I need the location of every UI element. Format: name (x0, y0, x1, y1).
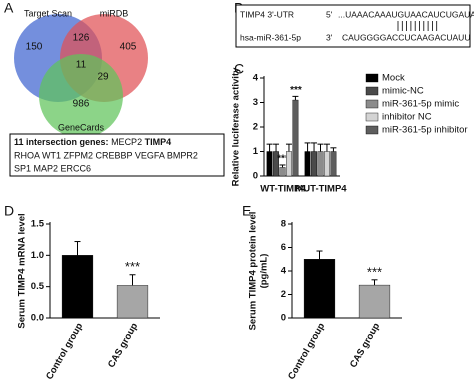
legend-label: Mock (382, 73, 405, 84)
significance: *** (277, 154, 289, 165)
y-tick-label: 1 (253, 146, 259, 157)
panel-label: A (4, 0, 14, 16)
gene: MECP2 (111, 137, 142, 147)
legend-label: miR-361-5p mimic (382, 99, 459, 110)
y-tick-label: 1.5 (31, 219, 45, 230)
genes-box: 11 intersection genes: MECP2 TIMP4 RHOA … (9, 133, 225, 177)
venn: Target Scan miRDB GeneCards 150 126 405 … (14, 8, 148, 138)
y-tick-label: 2 (281, 289, 286, 300)
target-seq: ...UAAACAAAUGUAACAUCUGAUAA... (338, 9, 474, 19)
mirna-end: 3' (326, 32, 333, 42)
base-pairs (397, 21, 438, 31)
bar (311, 151, 317, 177)
box (235, 4, 471, 48)
bar (292, 99, 299, 177)
mirna-seq: CAUGGGGACCUCAAGACUAUU (342, 32, 470, 42)
legend-label: mimic-NC (382, 86, 424, 97)
x-tick-label: WT-TIMP4 (260, 184, 306, 195)
significance: *** (125, 259, 140, 274)
bar (303, 259, 336, 319)
set-label: Target Scan (24, 8, 72, 18)
y-axis-label: Serum TIMP4 mRNA level (17, 213, 28, 328)
significance: *** (367, 264, 382, 279)
bar (279, 167, 286, 177)
set-label: GeneCards (58, 122, 105, 132)
box (9, 133, 225, 177)
legend-label: miR-361-5p inhibitor (382, 125, 468, 136)
legend-swatch (365, 99, 379, 109)
y-tick-label: 6 (281, 242, 286, 253)
x-tick-label: CAS group (106, 321, 140, 370)
region-count: 29 (97, 72, 109, 83)
region-count: 11 (76, 60, 87, 71)
significance: *** (290, 85, 302, 96)
y-tick-label: 4 (253, 73, 259, 84)
legend-swatch (365, 125, 379, 135)
target-name: TIMP4 3'-UTR (240, 9, 294, 19)
y-tick-label: 0 (253, 171, 258, 182)
bar (304, 151, 311, 177)
panel-label: D (4, 203, 14, 219)
bar (286, 151, 292, 177)
gene: TIMP4 (145, 137, 172, 147)
region-count: 126 (73, 33, 90, 44)
y-axis-label: Serum TIMP4 protein level (248, 212, 259, 331)
y-tick-label: 4 (281, 266, 287, 277)
genes-title: 11 intersection genes: (14, 137, 109, 147)
bar (61, 255, 94, 319)
legend-swatch (365, 112, 379, 122)
panel-label: E (242, 203, 251, 219)
y-axis-label: (pg/mL) (259, 254, 270, 289)
y-tick-label: 2 (253, 122, 258, 133)
genes-line: RHOA WT1 ZFPM2 CREBBP VEGFA BMPR2 (14, 150, 198, 160)
y-tick-label: 0.5 (31, 281, 45, 292)
genes-line: SP1 MAP2 ERCC6 (14, 163, 91, 173)
x-tick-label: Control group (44, 321, 85, 382)
y-tick-label: 1.0 (31, 250, 44, 261)
genes-line: 11 intersection genes: MECP2 TIMP4 (14, 137, 171, 147)
sequence-box: TIMP4 3'-UTR 5' ...UAAACAAAUGUAACAUCUGAU… (235, 4, 474, 48)
y-tick-label: 0 (281, 313, 286, 324)
region-count: 150 (26, 42, 43, 53)
x-tick-label: CAS group (348, 321, 382, 370)
bar (330, 151, 337, 177)
legend-label: inhibitor NC (382, 112, 432, 123)
bar (317, 151, 324, 177)
y-tick-label: 8 (281, 219, 286, 230)
bar (358, 284, 391, 319)
target-end: 5' (326, 9, 333, 19)
x-tick-label: Control group (286, 321, 327, 382)
legend-swatch (365, 73, 379, 83)
y-axis-label: Relative luciferase activity (231, 67, 242, 187)
x-tick-label: MUT-TIMP4 (295, 184, 347, 195)
bar (266, 151, 273, 177)
bar (116, 285, 149, 319)
legend-swatch (365, 86, 379, 96)
panel-label: C (234, 61, 244, 77)
bar (324, 151, 330, 177)
set-label: miRDB (100, 8, 129, 18)
region-count: 405 (120, 42, 137, 53)
y-tick-label: 3 (253, 97, 258, 108)
y-tick-label: 0.0 (31, 313, 44, 324)
mirna-name: hsa-miR-361-5p (240, 32, 301, 42)
region-count: 986 (73, 99, 90, 110)
venn-circle (39, 54, 123, 138)
